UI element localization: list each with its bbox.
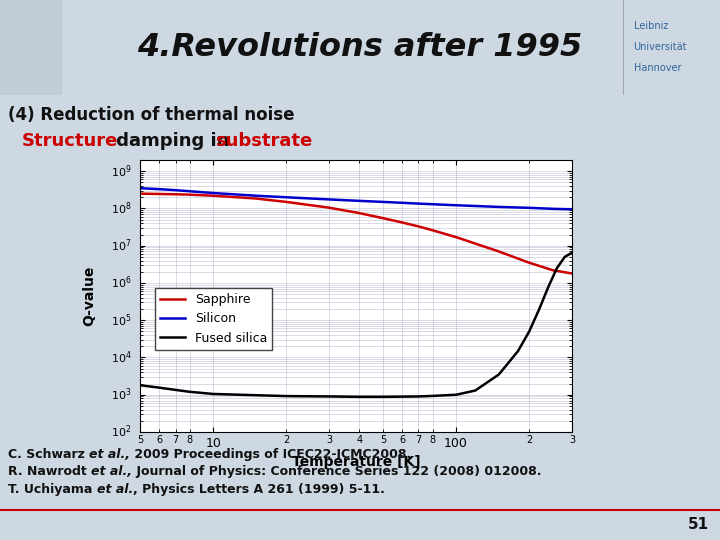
Sapphire: [155, 191, 163, 197]
Text: $10^{6}$: $10^{6}$: [111, 275, 131, 291]
Sapphire: [135, 191, 144, 197]
Silicon: [282, 194, 291, 200]
Fused silica: [544, 284, 553, 290]
Text: 51: 51: [688, 517, 709, 532]
Fused silica: [414, 393, 423, 400]
Text: $10^{9}$: $10^{9}$: [111, 163, 131, 179]
Line: Silicon: Silicon: [140, 188, 572, 210]
Sapphire: [567, 270, 576, 276]
Y-axis label: Q-value: Q-value: [82, 266, 96, 326]
Silicon: [355, 198, 364, 204]
Silicon: [525, 205, 534, 211]
Fused silica: [525, 328, 534, 335]
Silicon: [251, 192, 260, 199]
Text: damping in: damping in: [110, 132, 235, 151]
Fused silica: [514, 348, 523, 354]
Sapphire: [451, 234, 460, 240]
Sapphire: [209, 192, 217, 199]
Fused silica: [567, 249, 576, 256]
Fused silica: [155, 384, 163, 391]
Text: substrate: substrate: [215, 132, 312, 151]
Silicon: [185, 188, 194, 194]
Fused silica: [451, 392, 460, 398]
Sapphire: [325, 205, 333, 211]
Fused silica: [282, 393, 291, 400]
Fused silica: [398, 394, 407, 400]
Text: 4.Revolutions after 1995: 4.Revolutions after 1995: [138, 32, 582, 63]
Text: $10^{5}$: $10^{5}$: [111, 312, 131, 328]
Line: Sapphire: Sapphire: [140, 194, 572, 273]
Fused silica: [355, 394, 364, 400]
Silicon: [135, 185, 144, 192]
Sapphire: [171, 191, 180, 198]
X-axis label: Temperature [K]: Temperature [K]: [292, 455, 420, 469]
Fused silica: [185, 389, 194, 395]
Fused silica: [325, 393, 333, 400]
Silicon: [209, 190, 217, 196]
Sapphire: [525, 260, 534, 266]
Fused silica: [471, 387, 480, 394]
Fused silica: [428, 393, 437, 399]
Legend: Sapphire, Silicon, Fused silica: Sapphire, Silicon, Fused silica: [155, 288, 272, 349]
Text: Leibniz: Leibniz: [634, 22, 668, 31]
Fused silica: [495, 371, 503, 377]
Fused silica: [552, 265, 561, 272]
Sapphire: [549, 267, 557, 273]
Sapphire: [282, 199, 291, 205]
Silicon: [155, 186, 163, 192]
Sapphire: [355, 210, 364, 217]
Sapphire: [398, 219, 407, 226]
Text: R. Nawrodt: R. Nawrodt: [8, 465, 91, 478]
Text: $10^{7}$: $10^{7}$: [111, 238, 131, 254]
Text: (4) Reduction of thermal noise: (4) Reduction of thermal noise: [8, 106, 294, 125]
Fused silica: [560, 254, 569, 260]
Sapphire: [185, 191, 194, 198]
Silicon: [325, 196, 333, 202]
Text: Universität: Universität: [634, 42, 687, 52]
Text: et al.,: et al.,: [91, 465, 132, 478]
Silicon: [414, 200, 423, 207]
Silicon: [398, 200, 407, 206]
Silicon: [567, 206, 576, 213]
Sapphire: [428, 227, 437, 233]
Fused silica: [379, 394, 387, 400]
Text: 2009 Proceedings of ICEC22-ICMC2008.: 2009 Proceedings of ICEC22-ICMC2008.: [130, 448, 412, 461]
Silicon: [171, 187, 180, 193]
Silicon: [428, 201, 437, 207]
Silicon: [379, 199, 387, 205]
Fused silica: [535, 306, 544, 312]
Text: $10^{8}$: $10^{8}$: [111, 200, 131, 217]
Silicon: [451, 202, 460, 208]
Fused silica: [171, 387, 180, 393]
Fused silica: [135, 382, 144, 388]
Text: C. Schwarz: C. Schwarz: [8, 448, 89, 461]
Line: Fused silica: Fused silica: [140, 253, 572, 397]
Text: Structure: Structure: [22, 132, 118, 151]
Silicon: [495, 204, 503, 210]
Text: $10^{3}$: $10^{3}$: [111, 387, 131, 403]
Text: T. Uchiyama: T. Uchiyama: [8, 483, 96, 496]
Text: Journal of Physics: Conference Series 122 (2008) 012008.: Journal of Physics: Conference Series 12…: [132, 465, 541, 478]
Text: Hannover: Hannover: [634, 63, 681, 73]
Text: et al.,: et al.,: [89, 448, 130, 461]
Sapphire: [414, 223, 423, 230]
Sapphire: [495, 248, 503, 255]
Text: , Physics Letters A 261 (1999) 5-11.: , Physics Letters A 261 (1999) 5-11.: [133, 483, 385, 496]
Text: $10^{2}$: $10^{2}$: [111, 424, 131, 440]
Bar: [0, 0, 61, 94]
Silicon: [549, 206, 557, 212]
Sapphire: [251, 195, 260, 202]
Text: et al.: et al.: [96, 483, 133, 496]
Sapphire: [379, 215, 387, 221]
Text: $10^{4}$: $10^{4}$: [111, 349, 131, 366]
Fused silica: [209, 391, 217, 397]
